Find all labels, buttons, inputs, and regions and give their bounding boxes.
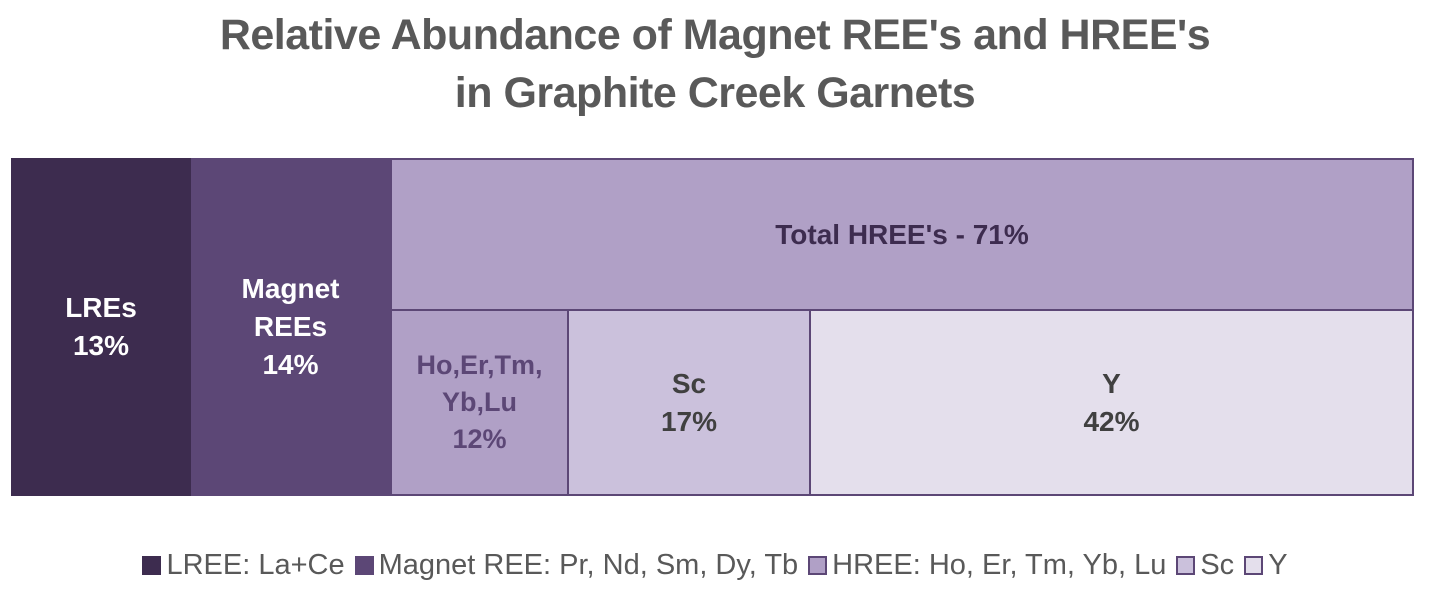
cell-sc-value: 17% (660, 405, 718, 437)
cell-magnet-label-1: Magnet (241, 273, 340, 304)
cell-sc-label: Sc (671, 367, 707, 399)
legend-swatch-hree (808, 555, 828, 575)
group-total-hree: Total HREE's - 71% (390, 158, 1414, 311)
cell-magnet-value: 14% (262, 349, 319, 380)
cell-lree: LREs 13% (11, 158, 191, 496)
cell-sc: Sc 17% (567, 309, 811, 496)
cell-magnet-label-2: REEs (253, 311, 328, 342)
cell-hree-label-1: Ho,Er,Tm, (416, 350, 543, 380)
legend-swatch-sc (1176, 555, 1196, 575)
cell-hree-value: 12% (452, 424, 507, 454)
cell-magnet-ree: Magnet REEs 14% (191, 158, 390, 496)
legend-swatch-magnet (354, 555, 374, 575)
chart-title-line1: Relative Abundance of Magnet REE's and H… (219, 11, 1211, 59)
cell-lree-value: 13% (72, 330, 130, 361)
legend-item-magnet: Magnet REE: Pr, Nd, Sm, Dy, Tb (354, 545, 799, 585)
legend-label-y: Y (1268, 549, 1288, 581)
legend: LREE: La+Ce Magnet REE: Pr, Nd, Sm, Dy, … (0, 545, 1430, 585)
cell-y: Y 42% (809, 309, 1414, 496)
legend-item-hree: HREE: Ho, Er, Tm, Yb, Lu (808, 545, 1166, 585)
legend-swatch-y (1244, 555, 1264, 575)
legend-item-sc: Sc (1176, 545, 1234, 585)
legend-label-sc: Sc (1200, 549, 1235, 581)
legend-label-lree: LREE: La+Ce (166, 549, 345, 581)
cell-hree-label-2: Yb,Lu (442, 387, 517, 417)
chart-title-line2: in Graphite Creek Garnets (454, 69, 976, 117)
legend-label-hree: HREE: Ho, Er, Tm, Yb, Lu (832, 549, 1167, 581)
legend-swatch-lree (142, 555, 162, 575)
cell-hree: Ho,Er,Tm, Yb,Lu 12% (390, 309, 569, 496)
treemap-chart: LREs 13% Magnet REEs 14% Total HREE's - … (11, 158, 1414, 496)
legend-item-y: Y (1244, 545, 1288, 585)
cell-y-value: 42% (1083, 405, 1140, 437)
legend-label-magnet: Magnet REE: Pr, Nd, Sm, Dy, Tb (378, 549, 799, 581)
cell-lree-label: LREs (65, 292, 137, 323)
group-total-hree-label: Total HREE's - 71% (775, 218, 1029, 250)
chart-title: Relative Abundance of Magnet REE's and H… (0, 6, 1430, 122)
cell-y-label: Y (1102, 367, 1121, 399)
legend-item-lree: LREE: La+Ce (142, 545, 345, 585)
